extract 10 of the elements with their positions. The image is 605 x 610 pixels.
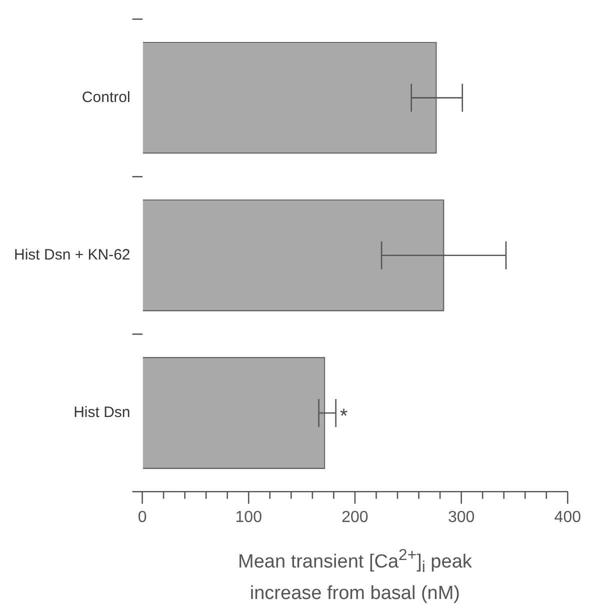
- y-tick-label: Hist Dsn + KN-62: [14, 246, 130, 264]
- x-tick-label: 400: [554, 508, 582, 526]
- x-tick-label: 100: [235, 508, 262, 526]
- x-axis-title: Mean transient [Ca$^{2+}$]$_{i}$ peak increase from basal (nM): [237, 546, 473, 606]
- y-tick-label: Control: [82, 88, 130, 106]
- x-tick-label: 200: [342, 508, 368, 526]
- x-tick-label: 300: [448, 508, 475, 526]
- annotation: *: [340, 406, 348, 428]
- x-tick-label: 0: [138, 508, 147, 526]
- y-tick-label: Hist Dsn: [74, 404, 130, 422]
